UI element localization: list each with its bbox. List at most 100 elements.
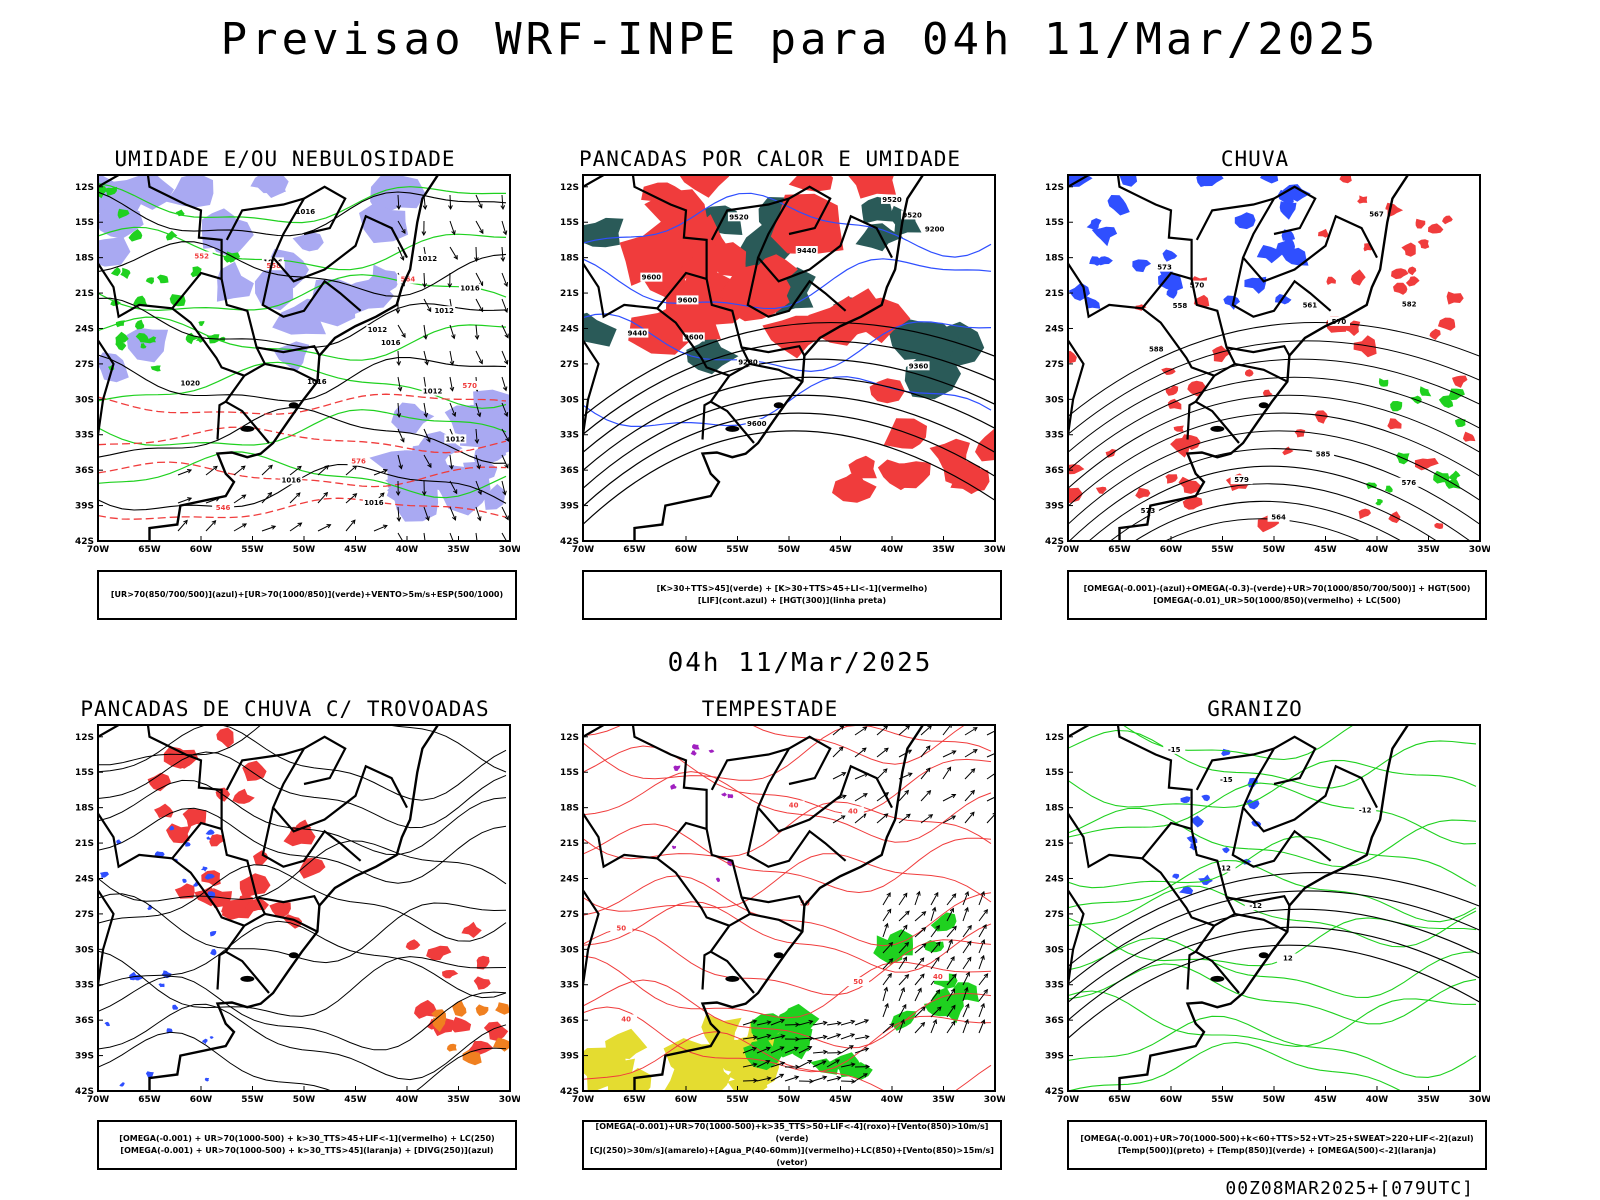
lat-label: 39S (560, 502, 579, 512)
wind-vector-head (187, 468, 193, 474)
coastline (633, 175, 925, 541)
wind-vector-head (323, 491, 329, 497)
contour-label-bg (923, 224, 946, 234)
lat-label: 15S (75, 768, 94, 778)
lake (1258, 402, 1269, 409)
contour-label: 9600 (678, 296, 698, 304)
lat-label: 21S (75, 839, 94, 849)
wind-vector-head (780, 1061, 786, 1066)
border-line (1231, 257, 1332, 318)
border-line (1186, 950, 1197, 990)
omega-zone-cell (1119, 175, 1138, 187)
thunderstorm-zone-cell (283, 826, 316, 847)
lat-label: 24S (560, 874, 579, 884)
contour-label-bg (458, 380, 481, 390)
wind-vector-head (479, 229, 484, 235)
map-content: 585 588 582 579 576 573 570 567 564 561 558 573 570 (1068, 175, 1480, 541)
contour-label-bg (1168, 300, 1191, 310)
wind-vector-head (905, 813, 911, 819)
omega-zone-cell (1089, 256, 1104, 266)
wind-vector-head (211, 520, 217, 525)
wind-field (395, 194, 510, 541)
wind-vector-head (935, 956, 940, 962)
contour-label-bg (1354, 805, 1377, 815)
wind-vector (261, 464, 273, 476)
border-line (1234, 362, 1288, 383)
lat-label: 42S (75, 1087, 94, 1097)
wind-vector-head (904, 941, 910, 947)
wind-vector (233, 523, 247, 532)
wind-vector (964, 790, 975, 802)
lon-label: 50W (1263, 545, 1286, 555)
legend-line: [OMEGA(-0.001)+UR>70(1000-500)+k<60+TTS>… (1080, 1134, 1474, 1143)
lat-label: 39S (75, 1052, 94, 1062)
map-chuva: 585 588 582 579 576 573 570 567 564 561 558 573 570 1… (1045, 174, 1490, 555)
wind-vector (882, 892, 891, 906)
contour-label-bg (1276, 953, 1299, 963)
rain-zone-cell (1339, 175, 1352, 184)
lat-label: 27S (75, 360, 94, 370)
pressure-contour-line (98, 191, 507, 237)
lon-label: 40W (1366, 1095, 1389, 1105)
contour-label-bg (1213, 863, 1236, 873)
border-line (746, 257, 847, 318)
pw-contour-line (583, 725, 992, 781)
lat-label: 36S (75, 1016, 94, 1026)
wind-vector (770, 1073, 784, 1082)
divergence-zone-cell (206, 836, 211, 840)
wind-vector (962, 1003, 970, 1018)
wind-vector (742, 1063, 757, 1068)
thunderstorm-zone-cell (442, 970, 459, 979)
wind-vector-head (752, 1035, 758, 1040)
wind-vector-head (931, 906, 937, 912)
streamline-line (98, 725, 507, 801)
temp850-contour-line (1068, 990, 1477, 1047)
wind-vector (930, 925, 940, 938)
humidity-lower-cell (98, 184, 107, 199)
temp850-contour-line (1068, 782, 1477, 845)
contour-label-bg (366, 325, 389, 335)
panel-umidade: UMIDADE E/OU NEBULOSIDADE 1012 1012 1012 10… (50, 147, 520, 647)
wind-vector (475, 350, 483, 364)
panel-granizo: GRANIZO -12 -12 -15 -15 -12 12 12S 15S 18S 21S 24S… (1020, 697, 1490, 1197)
wind-vector (978, 973, 988, 986)
contour-label: 9520 (902, 211, 922, 219)
lon-label: 65W (1108, 545, 1131, 555)
lat-label: 39S (75, 502, 94, 512)
border-line (1234, 912, 1288, 933)
wind-vector (876, 725, 888, 736)
omega-zone-cell (1244, 276, 1267, 294)
lon-label: 60W (1160, 545, 1183, 555)
humidity-upper-cell (386, 469, 439, 511)
wind-vector (423, 532, 426, 541)
wind-vector-head (970, 789, 975, 795)
contour-label-bg (1267, 512, 1290, 522)
wind-vector-head (926, 789, 932, 795)
contour-label: 40 (789, 802, 799, 810)
wind-vector-head (503, 282, 509, 288)
wind-vector (914, 957, 925, 970)
contour-label-bg (1365, 209, 1388, 219)
rain-zone-cell (1212, 345, 1232, 363)
border-line (701, 950, 712, 990)
wind-vector (475, 506, 481, 521)
contour-label-bg (458, 283, 481, 293)
wind-vector (177, 497, 192, 504)
border-line (1241, 735, 1378, 833)
omega-zone-cell (1234, 212, 1256, 230)
humidity-lower-cell (185, 332, 199, 345)
convective-zone-cell (855, 223, 903, 252)
wind-vector (397, 532, 404, 541)
wind-vector-head (928, 814, 934, 819)
wind-vector (946, 939, 953, 954)
hail-zone-cell (1191, 815, 1204, 828)
lif-contour-line (583, 192, 992, 258)
lon-label: 30W (984, 1095, 1005, 1105)
lat-label: 42S (560, 537, 579, 547)
strong-omega-zone-cell (1390, 401, 1403, 412)
humidity-upper-cell (98, 207, 144, 239)
omega-zone (1068, 175, 1311, 310)
jet-zone-cell (597, 1057, 635, 1082)
wind-vector-head (780, 1034, 786, 1039)
